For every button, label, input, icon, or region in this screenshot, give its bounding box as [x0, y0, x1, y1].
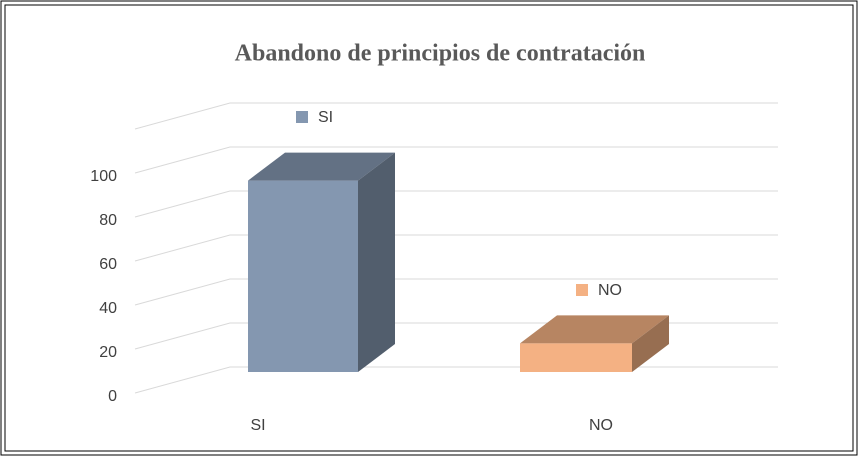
legend-swatch — [296, 111, 308, 123]
y-tick-label: 0 — [108, 388, 117, 405]
y-tick-label: 60 — [99, 256, 117, 273]
y-tick-label: 20 — [99, 344, 117, 361]
x-tick-label: NO — [589, 417, 613, 434]
legend-label: NO — [598, 282, 622, 299]
legend-label: SI — [318, 109, 333, 126]
y-tick-label: 80 — [99, 212, 117, 229]
bar-side — [358, 152, 395, 372]
grid-line — [134, 322, 778, 350]
bar-top — [248, 152, 395, 181]
y-tick-label: 100 — [90, 168, 117, 185]
grid-line — [134, 190, 778, 218]
chart-title: Abandono de principios de contratación — [235, 41, 646, 67]
grid-line — [134, 146, 778, 174]
grid-line — [134, 278, 778, 306]
bar — [520, 343, 632, 372]
grid-line — [134, 234, 778, 262]
x-tick-label: SI — [250, 417, 265, 434]
bar-top — [520, 315, 669, 344]
inner-border — [4, 4, 854, 452]
grid-frame — [134, 102, 778, 130]
legend-swatch — [576, 284, 588, 296]
bar — [248, 180, 358, 372]
grid-line — [134, 366, 778, 394]
bar-side — [632, 315, 669, 372]
y-tick-label: 40 — [99, 300, 117, 317]
